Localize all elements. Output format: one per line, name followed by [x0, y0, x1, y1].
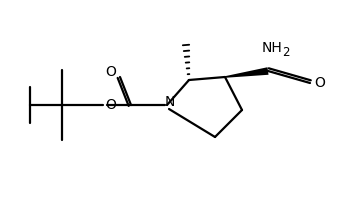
Text: O: O [106, 65, 117, 79]
Polygon shape [225, 67, 268, 78]
Text: 2: 2 [282, 46, 290, 59]
Text: N: N [165, 95, 175, 109]
Text: O: O [106, 98, 117, 112]
Text: NH: NH [262, 41, 282, 55]
Text: O: O [315, 76, 326, 90]
